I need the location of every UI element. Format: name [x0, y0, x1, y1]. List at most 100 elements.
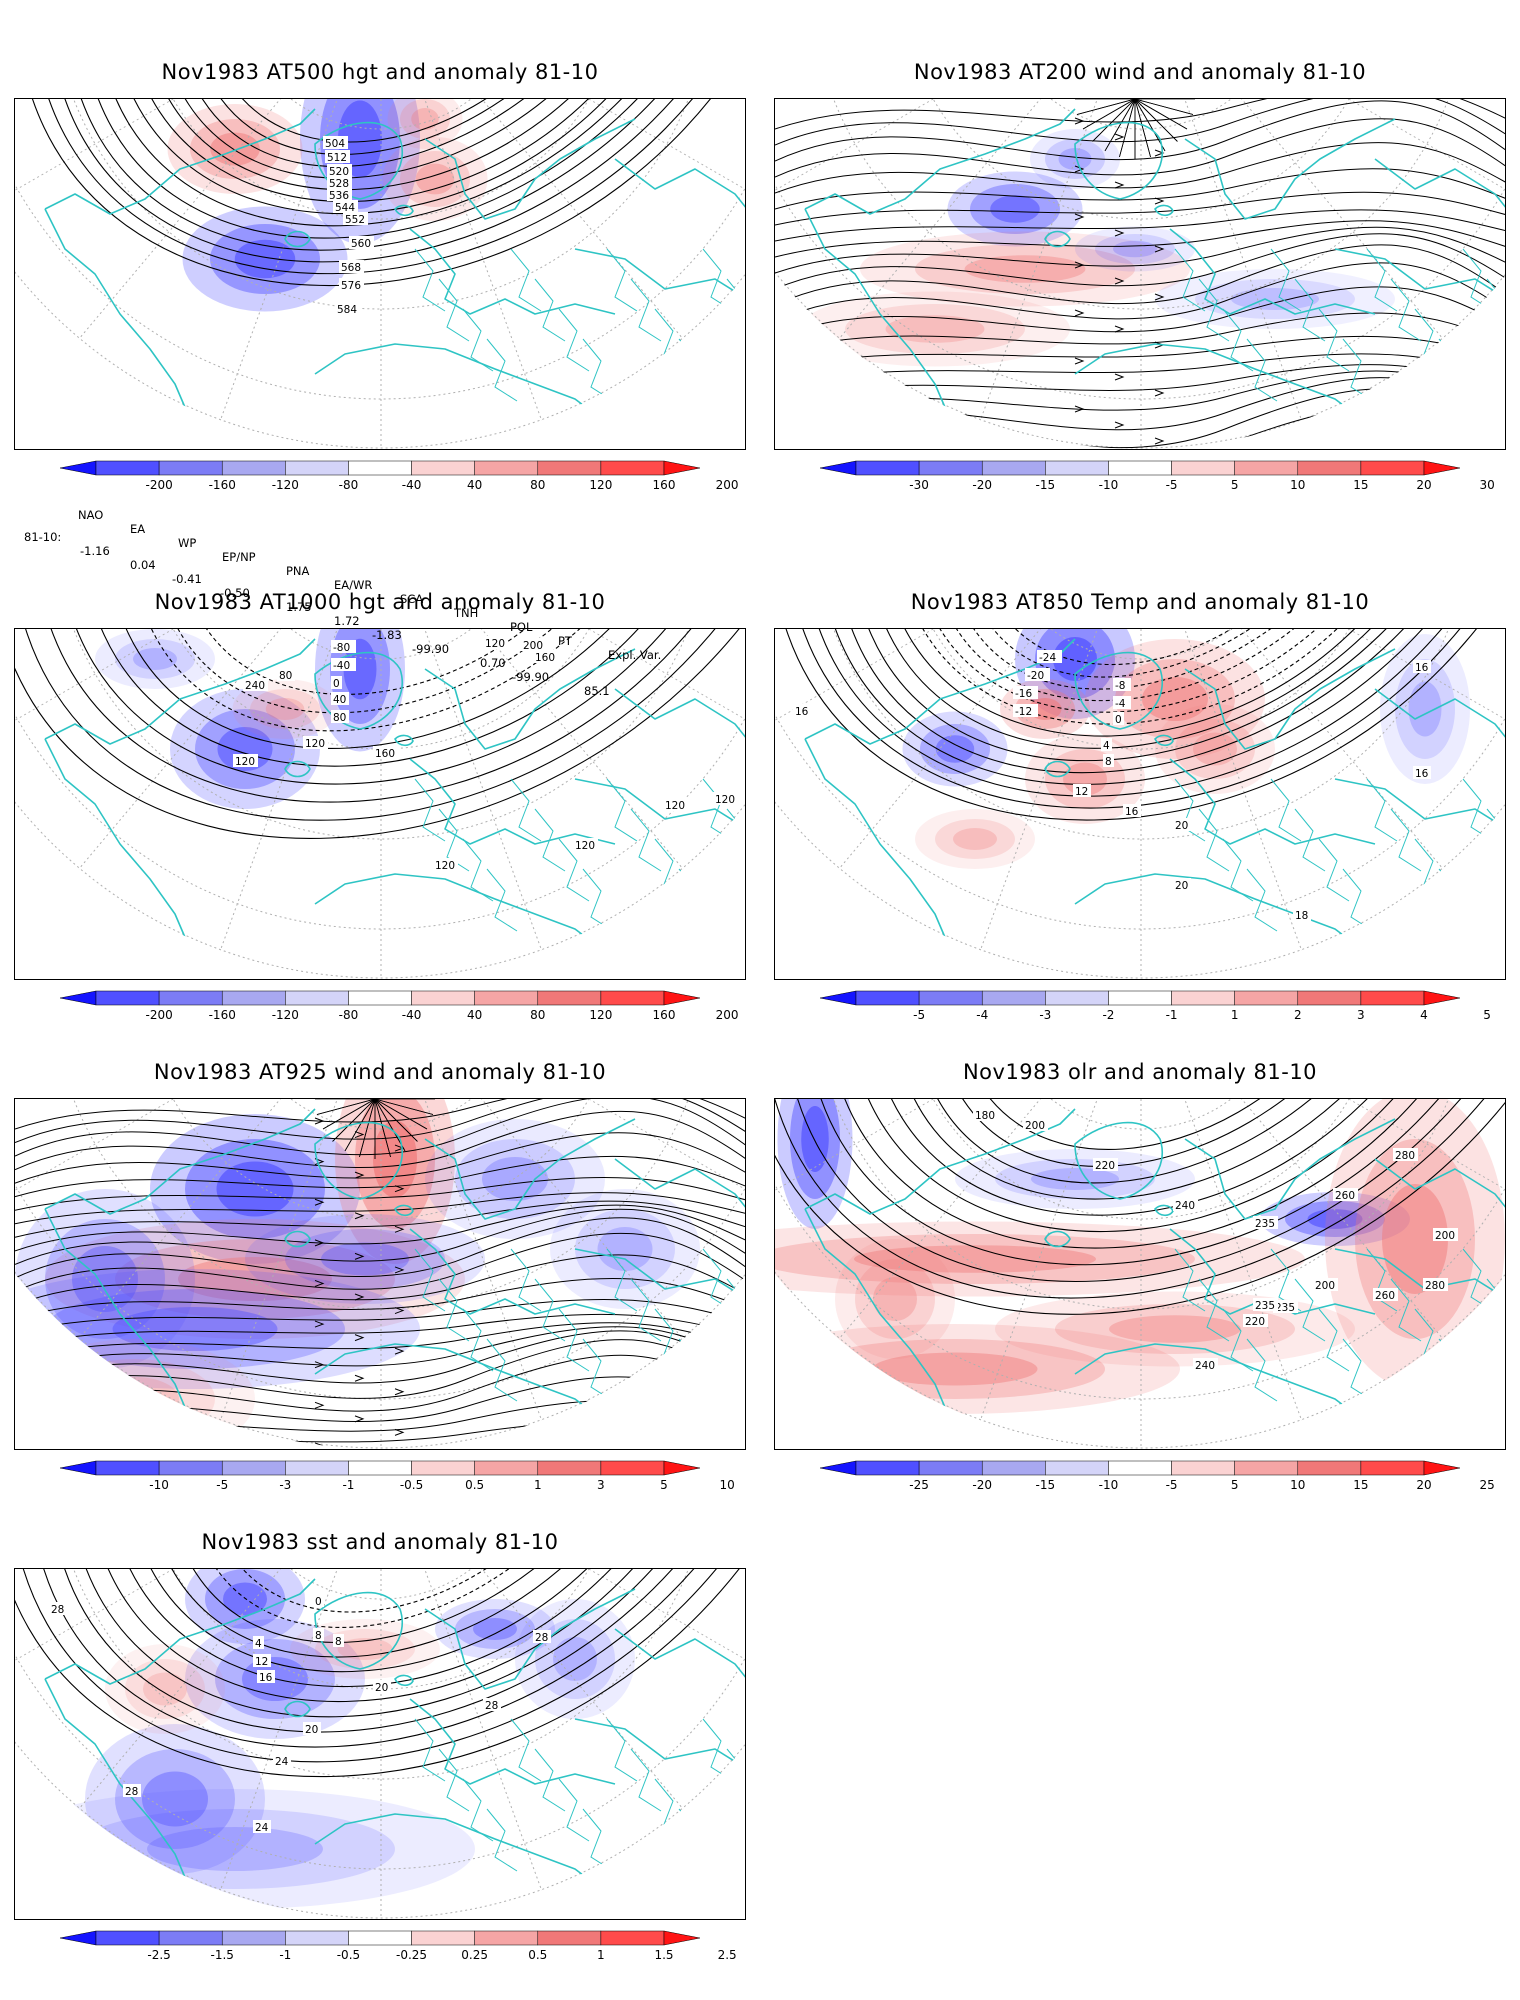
colorbar-label: -160: [208, 478, 236, 492]
contour-label: 160: [375, 748, 395, 760]
streamline: [332, 1099, 376, 1142]
streamline: [15, 1204, 745, 1252]
colorbar-label: 1.5: [654, 1948, 674, 1962]
streamline: [15, 1313, 745, 1347]
contour-label: 560: [351, 238, 371, 250]
contour-label-bg: [373, 746, 398, 759]
contour-label: 20: [1175, 880, 1188, 892]
contour-label: 240: [245, 680, 265, 692]
contour-label-bg: [323, 136, 348, 149]
negative-anomaly: [223, 1582, 267, 1616]
contour-label: 0: [1115, 714, 1122, 726]
contour-label-bg: [1123, 804, 1141, 817]
contour-line: [18, 99, 745, 287]
contour-label-bg: [327, 176, 352, 189]
negative-anomaly: [216, 1161, 294, 1217]
colorbar-end: [663, 1930, 701, 1946]
panel-title: Nov1983 AT500 hgt and anomaly 81-10: [161, 60, 599, 84]
negative-anomaly: [553, 1637, 597, 1681]
positive-anomaly: [1055, 1304, 1295, 1354]
colorbar-label: 1: [1230, 1008, 1239, 1022]
colorbar-end: [1423, 1460, 1461, 1476]
map-w200: [774, 98, 1506, 450]
colorbar-segment: [285, 1460, 349, 1476]
colorbar-end: [819, 1460, 857, 1476]
colorbar-end: [819, 460, 857, 476]
panel-title: Nov1983 AT925 wind and anomaly 81-10: [153, 1060, 607, 1084]
negative-anomaly: [1031, 1168, 1119, 1190]
contour-labels: -80-400408012016020024012080160120120120…: [233, 636, 738, 872]
colorbar-label: -1: [279, 1948, 292, 1962]
streamline-arrow: [314, 1239, 325, 1247]
colorbar-segment: [537, 460, 602, 476]
colorbar-sst: -2.5 -1.5 -1 -0.5 -0.25 0.25 0.5 1 1.5 2.5: [59, 1930, 737, 1962]
colorbar-end: [59, 990, 97, 1006]
positive-anomaly: [265, 698, 305, 720]
colorbar-label: -15: [1035, 478, 1056, 492]
streamline: [775, 118, 1505, 178]
contour-label-bg: [1093, 1158, 1118, 1171]
contour-line: [916, 1099, 1386, 1184]
positive-anomaly: [775, 1234, 1195, 1284]
index-value: 85.1: [584, 684, 610, 698]
negative-anomaly: [234, 239, 296, 279]
colorbar-svg: [59, 460, 701, 476]
streamline: [15, 1339, 745, 1401]
streamline: [15, 1200, 745, 1238]
negative-anomaly: [535, 1619, 615, 1699]
colorbar-label: 5: [1230, 1478, 1239, 1492]
positive-anomaly: [143, 1672, 187, 1706]
contour-label: 8: [315, 1630, 322, 1642]
graticule: [15, 99, 745, 449]
streamline-arrow: [314, 1198, 325, 1206]
colorbar-segment: [600, 990, 665, 1006]
colorbar-segment: [95, 1460, 160, 1476]
colorbar-segment: [474, 460, 539, 476]
contour-label-bg: [257, 1670, 275, 1683]
negative-anomaly: [455, 1139, 575, 1219]
colorbar-segment: [1234, 1460, 1299, 1476]
colorbar-label: -2: [1102, 1008, 1115, 1022]
streamline: [15, 1099, 745, 1130]
streamline: [775, 406, 1505, 449]
colorbar-segment: [600, 1460, 665, 1476]
contour-label: 544: [335, 202, 355, 214]
index-row-label: 81-10:: [24, 530, 62, 544]
colorbar-end: [59, 460, 97, 476]
contour-label-bg: [1013, 686, 1038, 699]
contour-label-bg: [1173, 878, 1191, 891]
streamline-arrow: [354, 1334, 365, 1342]
negative-anomaly: [142, 1771, 208, 1827]
colorbar-segment: [411, 460, 475, 476]
map-content: -24 -20 -16 -12 -8 -4 0 4 8 12 16 20 16 16 16 20 18: [775, 629, 1505, 979]
streamline: [374, 1099, 391, 1158]
colorbar-segment: [855, 460, 920, 476]
positive-anomaly: [964, 255, 1086, 283]
contour-label-bg: [343, 212, 368, 225]
contour-label: 120: [235, 756, 255, 768]
streamline: [775, 220, 1505, 258]
map-svg: 0 4 8 12 16 20 24 28 28 24 28 28 20 8: [15, 1569, 745, 1919]
contour-line: [90, 1569, 692, 1703]
colorbar-label: -5: [1165, 478, 1178, 492]
map-content: -80-400408012016020024012080160120120120…: [15, 629, 745, 979]
contour-label: 18: [1295, 910, 1308, 922]
colorbar-label: -1: [1165, 1008, 1178, 1022]
anomaly-shading: [15, 1099, 700, 1449]
coastlines: [804, 1108, 1505, 1449]
positive-anomaly: [1382, 1184, 1448, 1294]
contour-line: [50, 1569, 732, 1733]
streamline: [1092, 99, 1136, 142]
positive-anomaly: [1142, 677, 1208, 721]
contour-line: [82, 99, 700, 239]
contour-label: -4: [1115, 698, 1126, 710]
contour-label-bg: [331, 692, 349, 705]
contour-label-bg: [1423, 1278, 1448, 1291]
streamline: [15, 1232, 745, 1292]
panel-z500: Nov1983 AT500 hgt and anomaly 81-10 504 5…: [14, 60, 746, 540]
streamline: [775, 99, 1505, 130]
map-t850: -24 -20 -16 -12 -8 -4 0 4 8 12 16 20 16 16 16 20 18: [774, 628, 1506, 980]
index-value: 0.70: [480, 656, 506, 670]
colorbar-segment: [221, 460, 286, 476]
contour-label-bg: [373, 1680, 391, 1693]
